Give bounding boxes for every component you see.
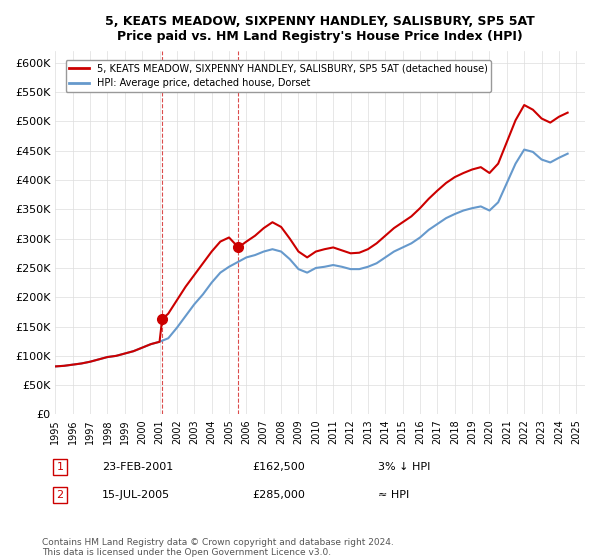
Text: 1: 1: [56, 462, 64, 472]
Text: 2: 2: [235, 64, 242, 74]
Text: Contains HM Land Registry data © Crown copyright and database right 2024.
This d: Contains HM Land Registry data © Crown c…: [42, 538, 394, 557]
Text: £285,000: £285,000: [252, 490, 305, 500]
Legend: 5, KEATS MEADOW, SIXPENNY HANDLEY, SALISBURY, SP5 5AT (detached house), HPI: Ave: 5, KEATS MEADOW, SIXPENNY HANDLEY, SALIS…: [65, 59, 491, 92]
Text: 23-FEB-2001: 23-FEB-2001: [102, 462, 173, 472]
Text: £162,500: £162,500: [252, 462, 305, 472]
Text: 2: 2: [56, 490, 64, 500]
Title: 5, KEATS MEADOW, SIXPENNY HANDLEY, SALISBURY, SP5 5AT
Price paid vs. HM Land Reg: 5, KEATS MEADOW, SIXPENNY HANDLEY, SALIS…: [106, 15, 535, 43]
Text: 3% ↓ HPI: 3% ↓ HPI: [378, 462, 430, 472]
Text: 15-JUL-2005: 15-JUL-2005: [102, 490, 170, 500]
Text: ≈ HPI: ≈ HPI: [378, 490, 409, 500]
Text: 1: 1: [159, 64, 165, 74]
